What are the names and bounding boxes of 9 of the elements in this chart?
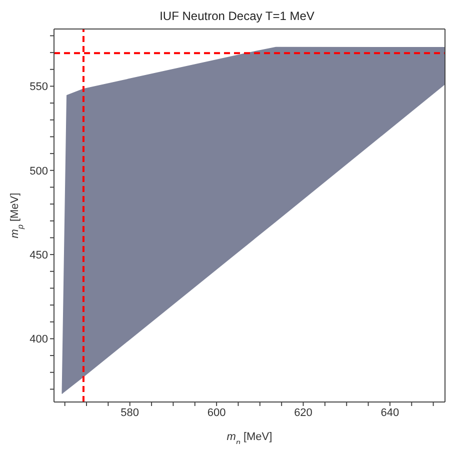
chart-title: IUF Neutron Decay T=1 MeV [160,9,314,23]
y-tick-label: 500 [30,165,48,178]
x-tick-label: 620 [294,406,312,419]
y-tick-label: 400 [30,334,48,346]
x-tick-label: 640 [380,406,400,419]
y-tick-label: 450 [30,249,48,262]
y-tick-label: 550 [30,81,48,94]
x-tick-label: 600 [207,406,226,419]
x-tick-label: 580 [120,406,140,419]
